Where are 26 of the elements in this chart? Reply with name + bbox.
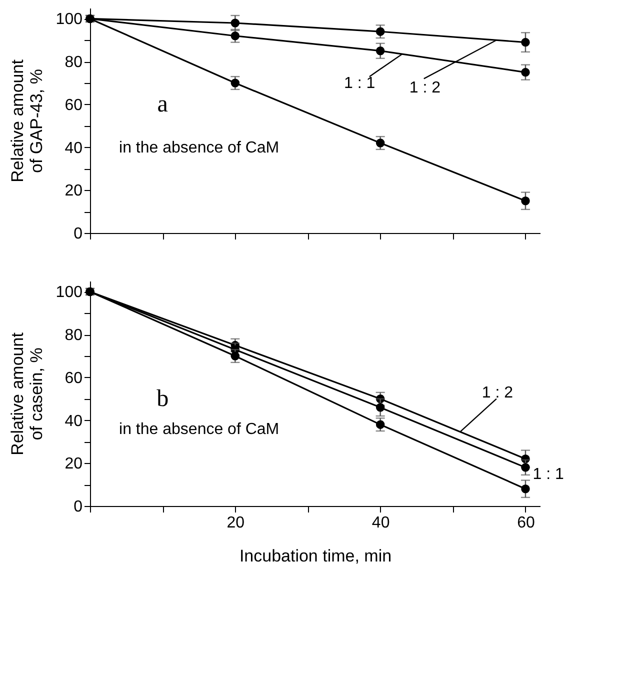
series-label: 1 : 1 — [532, 466, 564, 483]
legend-label: 1 : 1 — [344, 75, 376, 92]
text: 1 : 2 — [482, 384, 514, 402]
annotation: b — [156, 386, 169, 412]
x-axis-title: Incubation time, min — [239, 546, 392, 566]
y-tick-label: 20 — [64, 456, 83, 473]
x-tick-label: 60 — [517, 514, 535, 532]
y-tick-label: 20 — [64, 182, 83, 200]
y-tick-label: 100 — [56, 11, 83, 28]
y-tick-label: 60 — [64, 370, 83, 387]
text: 1 : 2 — [409, 79, 441, 96]
y-axis-title: Relative amount of casein, % — [8, 332, 46, 456]
x-tick-label: 40 — [372, 514, 390, 532]
y-tick-label: 100 — [56, 284, 83, 302]
y-tick-label: 40 — [64, 140, 83, 157]
text: in the absence of CaM — [119, 139, 280, 156]
y-tick-label: 80 — [64, 54, 83, 72]
y-tick-label: 80 — [64, 327, 83, 344]
y-axis-title: Relative amount of GAP-43, % — [8, 59, 46, 182]
y-tick-label: 60 — [64, 96, 83, 114]
y-tick-label: 0 — [74, 498, 83, 516]
x-tick-label: 20 — [226, 514, 245, 532]
y-tick-label: 0 — [74, 226, 83, 242]
y-tick-label: 40 — [64, 412, 83, 430]
annotation: a — [157, 91, 168, 118]
text: in the absence of CaM — [119, 420, 280, 438]
